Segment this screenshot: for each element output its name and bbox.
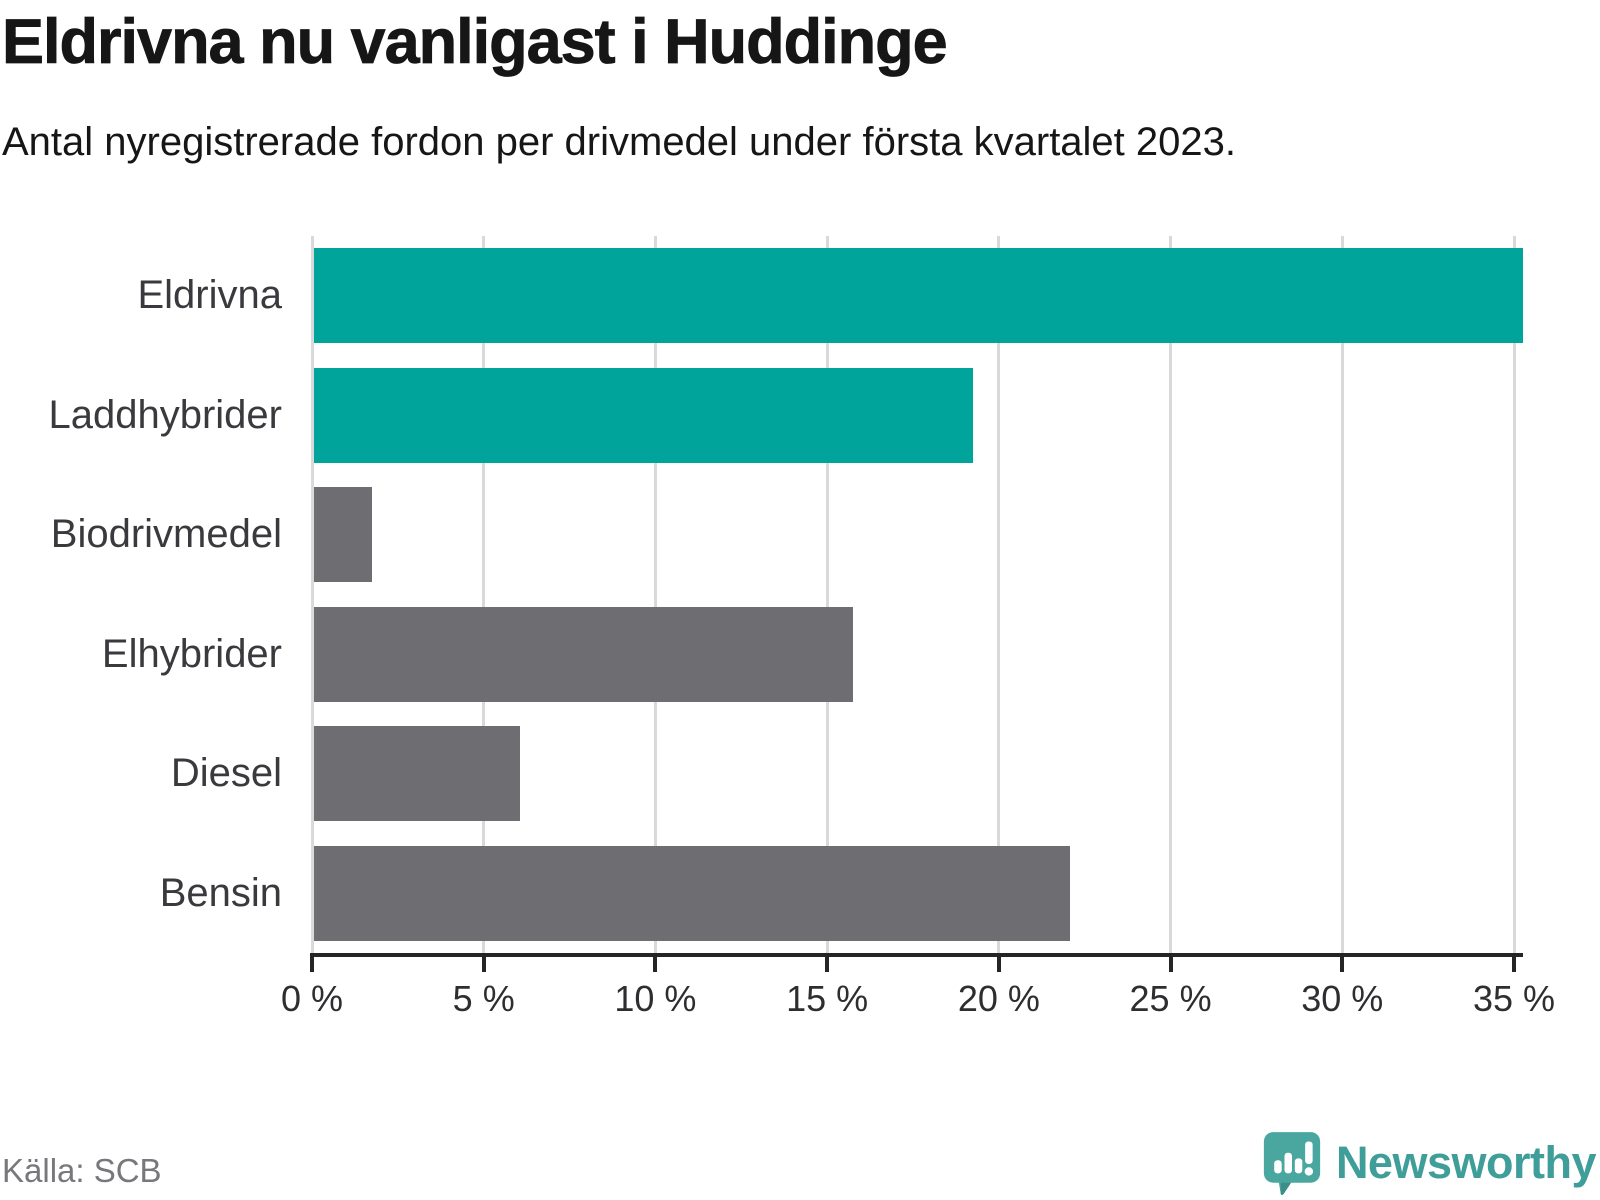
- x-axis-tick-label-15: 15 %: [786, 978, 869, 1019]
- category-label-eldrivna: Eldrivna: [137, 273, 282, 318]
- bar-laddhybrider: [314, 367, 974, 463]
- bar-eldrivna: [314, 248, 1523, 344]
- bar-bensin: [314, 845, 1070, 941]
- gridline-0: [310, 236, 314, 953]
- gridline-5: [482, 236, 486, 953]
- x-axis-line: [310, 953, 1523, 957]
- x-axis-tick-25: [1168, 957, 1173, 972]
- newsworthy-speech-bubble-bar-chart-icon: [1263, 1132, 1321, 1195]
- newsworthy-logo-text: Newsworthy: [1335, 1137, 1597, 1188]
- category-label-diesel: Diesel: [170, 751, 282, 796]
- gridline-30: [1340, 236, 1344, 953]
- category-label-biodrivmedel: Biodrivmedel: [50, 512, 282, 557]
- x-axis-tick-15: [825, 957, 830, 972]
- x-axis-tick-10: [653, 957, 658, 972]
- x-axis-tick-label-20: 20 %: [957, 978, 1040, 1019]
- chart-subtitle: Antal nyregistrerade fordon per drivmede…: [2, 120, 1237, 164]
- category-label-bensin: Bensin: [159, 870, 282, 915]
- x-axis-tick-label-30: 30 %: [1301, 978, 1384, 1019]
- gridline-35: [1512, 236, 1516, 953]
- gridline-20: [997, 236, 1001, 953]
- x-axis-tick-5: [481, 957, 486, 972]
- x-axis-tick-label-0: 0 %: [280, 978, 344, 1019]
- chart-title: Eldrivna nu vanligast i Huddinge: [2, 7, 948, 78]
- x-axis-tick-label-25: 25 %: [1129, 978, 1212, 1019]
- gridline-15: [825, 236, 829, 953]
- bar-biodrivmedel: [314, 487, 373, 583]
- x-axis-tick-35: [1512, 957, 1516, 972]
- x-axis-tick-20: [996, 957, 1001, 972]
- x-axis-tick-0: [310, 957, 314, 972]
- x-axis-tick-label-35: 35 %: [1472, 978, 1556, 1019]
- gridline-10: [653, 236, 657, 953]
- category-label-elhybrider: Elhybrider: [101, 631, 282, 676]
- category-label-laddhybrider: Laddhybrider: [48, 392, 283, 437]
- newsworthy-logo: Newsworthy: [1262, 1126, 1597, 1200]
- plot-area: Eldrivna Laddhybrider Biodrivmedel Elhybrid…: [49, 236, 1555, 1019]
- source-text: Källa: SCB: [2, 1152, 162, 1189]
- x-axis-tick-30: [1340, 957, 1345, 972]
- gridline-25: [1169, 236, 1173, 953]
- x-axis-tick-label-5: 5 %: [452, 978, 515, 1019]
- bar-diesel: [314, 726, 521, 822]
- x-axis-tick-label-10: 10 %: [614, 978, 697, 1019]
- bar-elhybrider: [314, 606, 854, 702]
